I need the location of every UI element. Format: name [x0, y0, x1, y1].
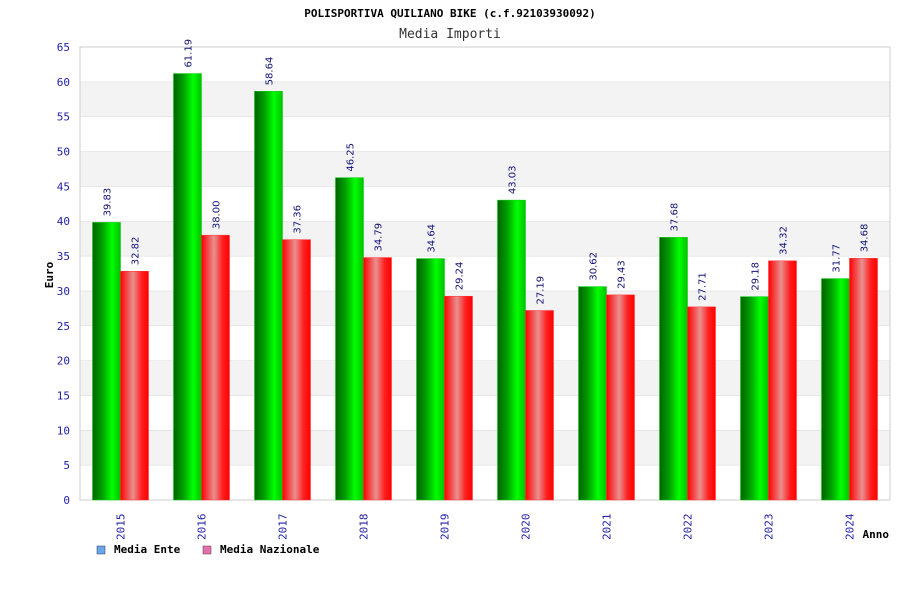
bar-media-ente-2015 — [92, 222, 121, 501]
x-tick-label: 2018 — [358, 514, 371, 541]
y-axis: 0 5 10 15 20 25 30 35 40 45 50 55 60 65 — [57, 41, 70, 507]
plot-area-border — [79, 46, 891, 501]
y-tick-label: 65 — [57, 41, 70, 54]
x-tick-label: 2024 — [844, 513, 857, 540]
bar-media-nazionale-2015 — [120, 271, 149, 501]
bar-media-ente-2019 — [416, 258, 445, 501]
bar-value-label: 29.24 — [455, 262, 466, 291]
legend-swatch-media-ente — [96, 545, 106, 555]
chart-title: POLISPORTIVA QUILIANO BIKE (c.f.92103930… — [304, 7, 595, 20]
bar-media-nazionale-2019 — [444, 295, 473, 501]
value-labels-group: 39.83 32.82 61.19 38.00 58.64 37.36 46.25 34.79… — [103, 39, 871, 305]
x-axis-label: Anno — [863, 528, 890, 541]
bar-media-nazionale-2023 — [768, 260, 797, 501]
bar-media-nazionale-2016 — [201, 234, 230, 501]
y-tick-label: 5 — [63, 459, 70, 472]
bar-value-label: 34.32 — [779, 226, 790, 255]
x-tick-label: 2019 — [439, 514, 452, 541]
bar-value-label: 34.64 — [427, 224, 438, 253]
x-tick-label: 2015 — [115, 514, 128, 541]
y-axis-label: Euro — [43, 261, 56, 288]
y-tick-label: 45 — [57, 180, 70, 193]
bar-media-nazionale-2020 — [525, 310, 554, 501]
bar-media-ente-2017 — [254, 91, 283, 501]
legend-swatch-media-nazionale — [202, 545, 212, 555]
bar-value-label: 29.18 — [751, 262, 762, 291]
bar-media-ente-2018 — [335, 177, 364, 501]
y-tick-label: 10 — [57, 424, 70, 437]
chart-subtitle: Media Importi — [399, 27, 501, 42]
y-tick-label: 25 — [57, 320, 70, 333]
bar-media-ente-2020 — [497, 199, 526, 501]
bar-media-ente-2024 — [821, 278, 850, 501]
x-tick-label: 2017 — [277, 514, 290, 541]
x-tick-label: 2021 — [601, 514, 614, 541]
bar-media-nazionale-2017 — [282, 239, 311, 501]
bar-value-label: 30.62 — [589, 252, 600, 281]
bar-value-label: 43.03 — [508, 165, 519, 194]
x-axis: 2015 2016 2017 2018 2019 2020 2021 2022 2023 2024 — [115, 513, 857, 540]
y-tick-label: 0 — [63, 494, 70, 507]
bar-value-label: 34.79 — [374, 223, 385, 252]
x-tick-label: 2020 — [520, 514, 533, 541]
bar-media-ente-2021 — [578, 286, 607, 501]
y-tick-label: 30 — [57, 285, 70, 298]
y-tick-label: 35 — [57, 250, 70, 263]
grid-band — [79, 151, 891, 187]
legend-label-media-nazionale: Media Nazionale — [220, 543, 320, 556]
bar-value-label: 46.25 — [346, 143, 357, 172]
bar-value-label: 29.43 — [617, 260, 628, 289]
bar-media-nazionale-2022 — [687, 306, 716, 501]
bar-value-label: 39.83 — [103, 188, 114, 217]
grid-band — [79, 46, 891, 83]
x-tick-label: 2016 — [196, 514, 209, 541]
bars-group — [92, 73, 878, 501]
y-tick-label: 60 — [57, 76, 70, 89]
bar-value-label: 31.77 — [832, 244, 843, 273]
bar-value-label: 34.68 — [860, 224, 871, 253]
bar-media-nazionale-2024 — [849, 258, 878, 501]
y-tick-label: 50 — [57, 146, 70, 159]
bar-value-label: 38.00 — [212, 201, 223, 230]
legend-label-media-ente: Media Ente — [114, 543, 181, 556]
bar-media-ente-2023 — [740, 296, 769, 501]
legend: Media Ente Media Nazionale — [96, 543, 320, 556]
bar-value-label: 37.36 — [293, 205, 304, 234]
grid-band — [79, 81, 891, 117]
x-tick-label: 2022 — [682, 514, 695, 541]
bar-media-ente-2016 — [173, 73, 202, 501]
bar-value-label: 58.64 — [265, 57, 276, 86]
bar-value-label: 61.19 — [184, 39, 195, 68]
x-tick-label: 2023 — [763, 514, 776, 541]
bar-value-label: 32.82 — [131, 237, 142, 266]
bar-value-label: 27.71 — [698, 272, 709, 301]
bar-value-label: 37.68 — [670, 203, 681, 232]
bar-media-ente-2022 — [659, 237, 688, 501]
y-tick-label: 15 — [57, 389, 70, 402]
bar-media-nazionale-2018 — [363, 257, 392, 501]
bar-value-label: 27.19 — [536, 276, 547, 305]
y-tick-label: 40 — [57, 215, 70, 228]
y-tick-label: 20 — [57, 355, 70, 368]
bar-media-nazionale-2021 — [606, 294, 635, 501]
y-tick-label: 55 — [57, 111, 70, 124]
